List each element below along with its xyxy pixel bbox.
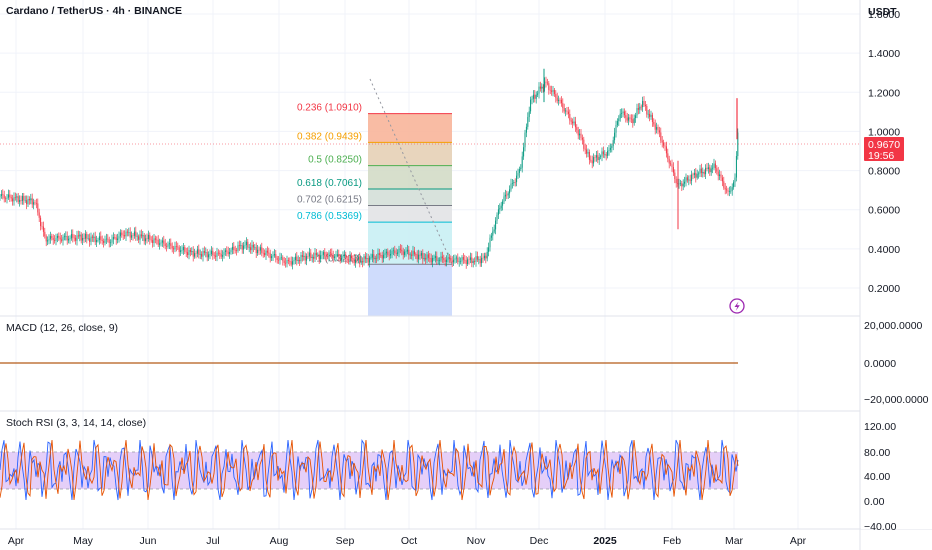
currency-label[interactable]: USDT — [868, 6, 897, 18]
time-label: Feb — [663, 535, 681, 547]
stoch-tick-0: 0.00 — [864, 496, 885, 508]
fib-level-label: 1 (0.3213) — [316, 253, 362, 264]
alert-icon[interactable] — [729, 298, 745, 314]
time-label: Jun — [140, 535, 157, 547]
stoch-rsi-pane[interactable]: Stoch RSI (3, 3, 14, 14, close) — [0, 417, 739, 501]
fib-level-label: 0.618 (0.7061) — [297, 178, 362, 189]
time-label: Oct — [401, 535, 417, 547]
last-price-value: 0.9670 — [868, 139, 900, 151]
macd-pane[interactable]: MACD (12, 26, close, 9) — [0, 322, 738, 364]
fib-zone — [368, 113, 452, 143]
fib-level-label: 0.786 (0.5369) — [297, 211, 362, 222]
price-tick: 0.6000 — [868, 205, 900, 217]
fib-zone — [368, 188, 452, 206]
price-tick: 0.4000 — [868, 244, 900, 256]
chart-title: Cardano / TetherUS · 4h · BINANCE — [6, 5, 182, 17]
fib-level-label: 0.382 (0.9439) — [297, 131, 362, 142]
price-tick: 1.2000 — [868, 87, 900, 99]
time-label: Nov — [467, 535, 486, 547]
macd-title: MACD (12, 26, close, 9) — [6, 322, 118, 334]
time-axis[interactable]: Apr May Jun Jul Aug Sep Oct Nov Dec 2025 Feb Mar Apr — [8, 535, 807, 547]
price-pane[interactable]: 0.236 (1.0910) 0.382 (0.9439) 0.5 (0.8250)… — [0, 5, 860, 316]
time-label: Apr — [8, 535, 25, 547]
price-tick: 1.6000 — [868, 9, 900, 21]
fib-retracement[interactable]: 0.236 (1.0910) 0.382 (0.9439) 0.5 (0.8250)… — [297, 103, 452, 316]
fib-zone — [368, 205, 452, 223]
last-price-badge: 0.9670 19:56 — [864, 137, 904, 162]
time-label: Apr — [790, 535, 807, 547]
fib-level-label: 0.5 (0.8250) — [308, 155, 362, 166]
macd-tick-zero: 0.0000 — [864, 358, 896, 370]
fib-trend-line[interactable] — [369, 78, 453, 265]
time-label: Mar — [725, 535, 744, 547]
fib-zone — [368, 142, 452, 166]
time-label: May — [73, 535, 94, 547]
fib-level-label: 0.702 (0.6215) — [297, 195, 362, 206]
stoch-tick-40: 40.00 — [864, 471, 890, 483]
stoch-tick-80: 80.00 — [864, 447, 890, 459]
bar-countdown: 19:56 — [868, 150, 894, 162]
macd-tick-top: 20,000.0000 — [864, 320, 923, 332]
stoch-tick-neg40: −40.00 — [864, 521, 897, 533]
fib-zone-bottom — [368, 264, 452, 316]
time-label: Jul — [206, 535, 219, 547]
stoch-tick-120: 120.00 — [864, 421, 896, 433]
stoch-d-line — [0, 439, 739, 501]
fib-level-label: 0.236 (1.0910) — [297, 103, 362, 114]
price-axis[interactable]: USDT 1.6000 1.4000 1.2000 1.0000 0.8000 0.600… — [861, 0, 932, 533]
price-tick: 1.4000 — [868, 48, 900, 60]
price-tick: 0.8000 — [868, 166, 900, 178]
stoch-title: Stoch RSI (3, 3, 14, 14, close) — [6, 417, 146, 429]
price-candles — [0, 68, 739, 270]
time-label: Sep — [336, 535, 355, 547]
price-tick: 1.0000 — [868, 126, 900, 138]
macd-tick-bottom: −20,000.0000 — [864, 394, 929, 406]
time-label: 2025 — [593, 535, 617, 547]
time-label: Dec — [530, 535, 549, 547]
price-tick: 0.2000 — [868, 283, 900, 295]
time-label: Aug — [270, 535, 289, 547]
fib-zone — [368, 165, 452, 189]
